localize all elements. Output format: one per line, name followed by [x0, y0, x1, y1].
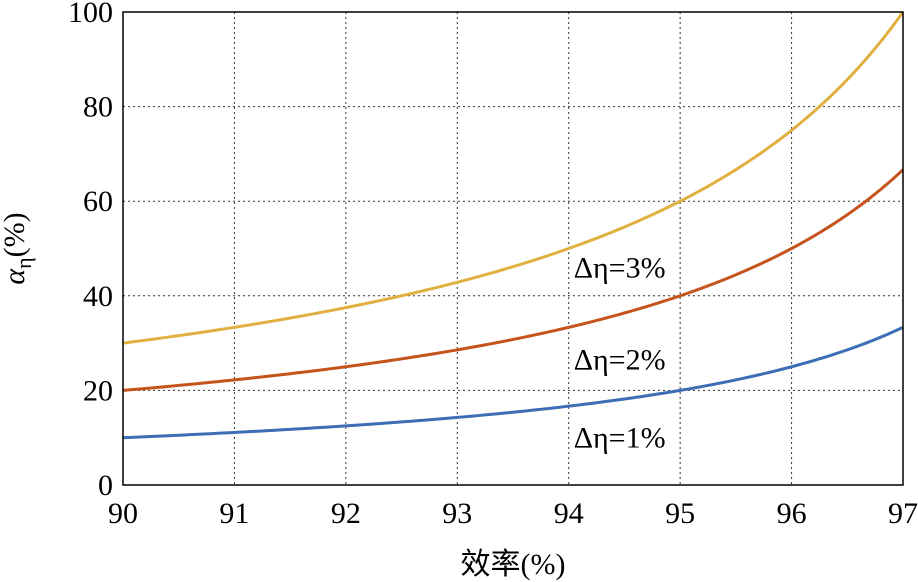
x-tick-label: 96	[777, 497, 807, 530]
x-tick-label: 91	[219, 497, 249, 530]
series-lines	[122, 11, 905, 440]
x-tick-label: 94	[554, 497, 584, 530]
y-tick-label: 40	[83, 280, 113, 313]
y-axis-title-symbol: α	[0, 268, 31, 285]
series-annotation: Δη=1%	[574, 422, 666, 455]
plot-frame	[122, 11, 904, 486]
series-annotation: Δη=2%	[574, 344, 666, 377]
series-line	[122, 11, 905, 345]
series-line	[122, 325, 904, 440]
series-annotations: Δη=3% Δη=2% Δη=1%	[574, 251, 666, 454]
series-annotation: Δη=3%	[574, 251, 666, 284]
x-tick-label: 93	[442, 497, 472, 530]
y-tick-label: 60	[83, 185, 113, 218]
y-tick-label: 0	[98, 469, 113, 502]
y-tick-labels: 0 20 40 60 80 100	[68, 0, 113, 502]
series-line	[122, 168, 905, 392]
y-tick-label: 20	[83, 374, 113, 407]
grid-lines	[123, 12, 903, 485]
x-tick-label: 92	[331, 497, 361, 530]
x-tick-labels: 90 91 92 93 94 95 96 97	[108, 497, 918, 530]
y-tick-label: 80	[83, 91, 113, 124]
x-tick-label: 95	[665, 497, 695, 530]
y-axis-title: αη(%)	[0, 212, 36, 284]
x-tick-label: 97	[888, 497, 918, 530]
x-tick-label: 90	[108, 497, 138, 530]
y-axis-title-unit: (%)	[0, 212, 31, 257]
x-axis-title: 效率(%)	[461, 548, 566, 581]
y-axis-title-subscript: η	[11, 257, 36, 269]
y-tick-label: 100	[68, 0, 113, 29]
